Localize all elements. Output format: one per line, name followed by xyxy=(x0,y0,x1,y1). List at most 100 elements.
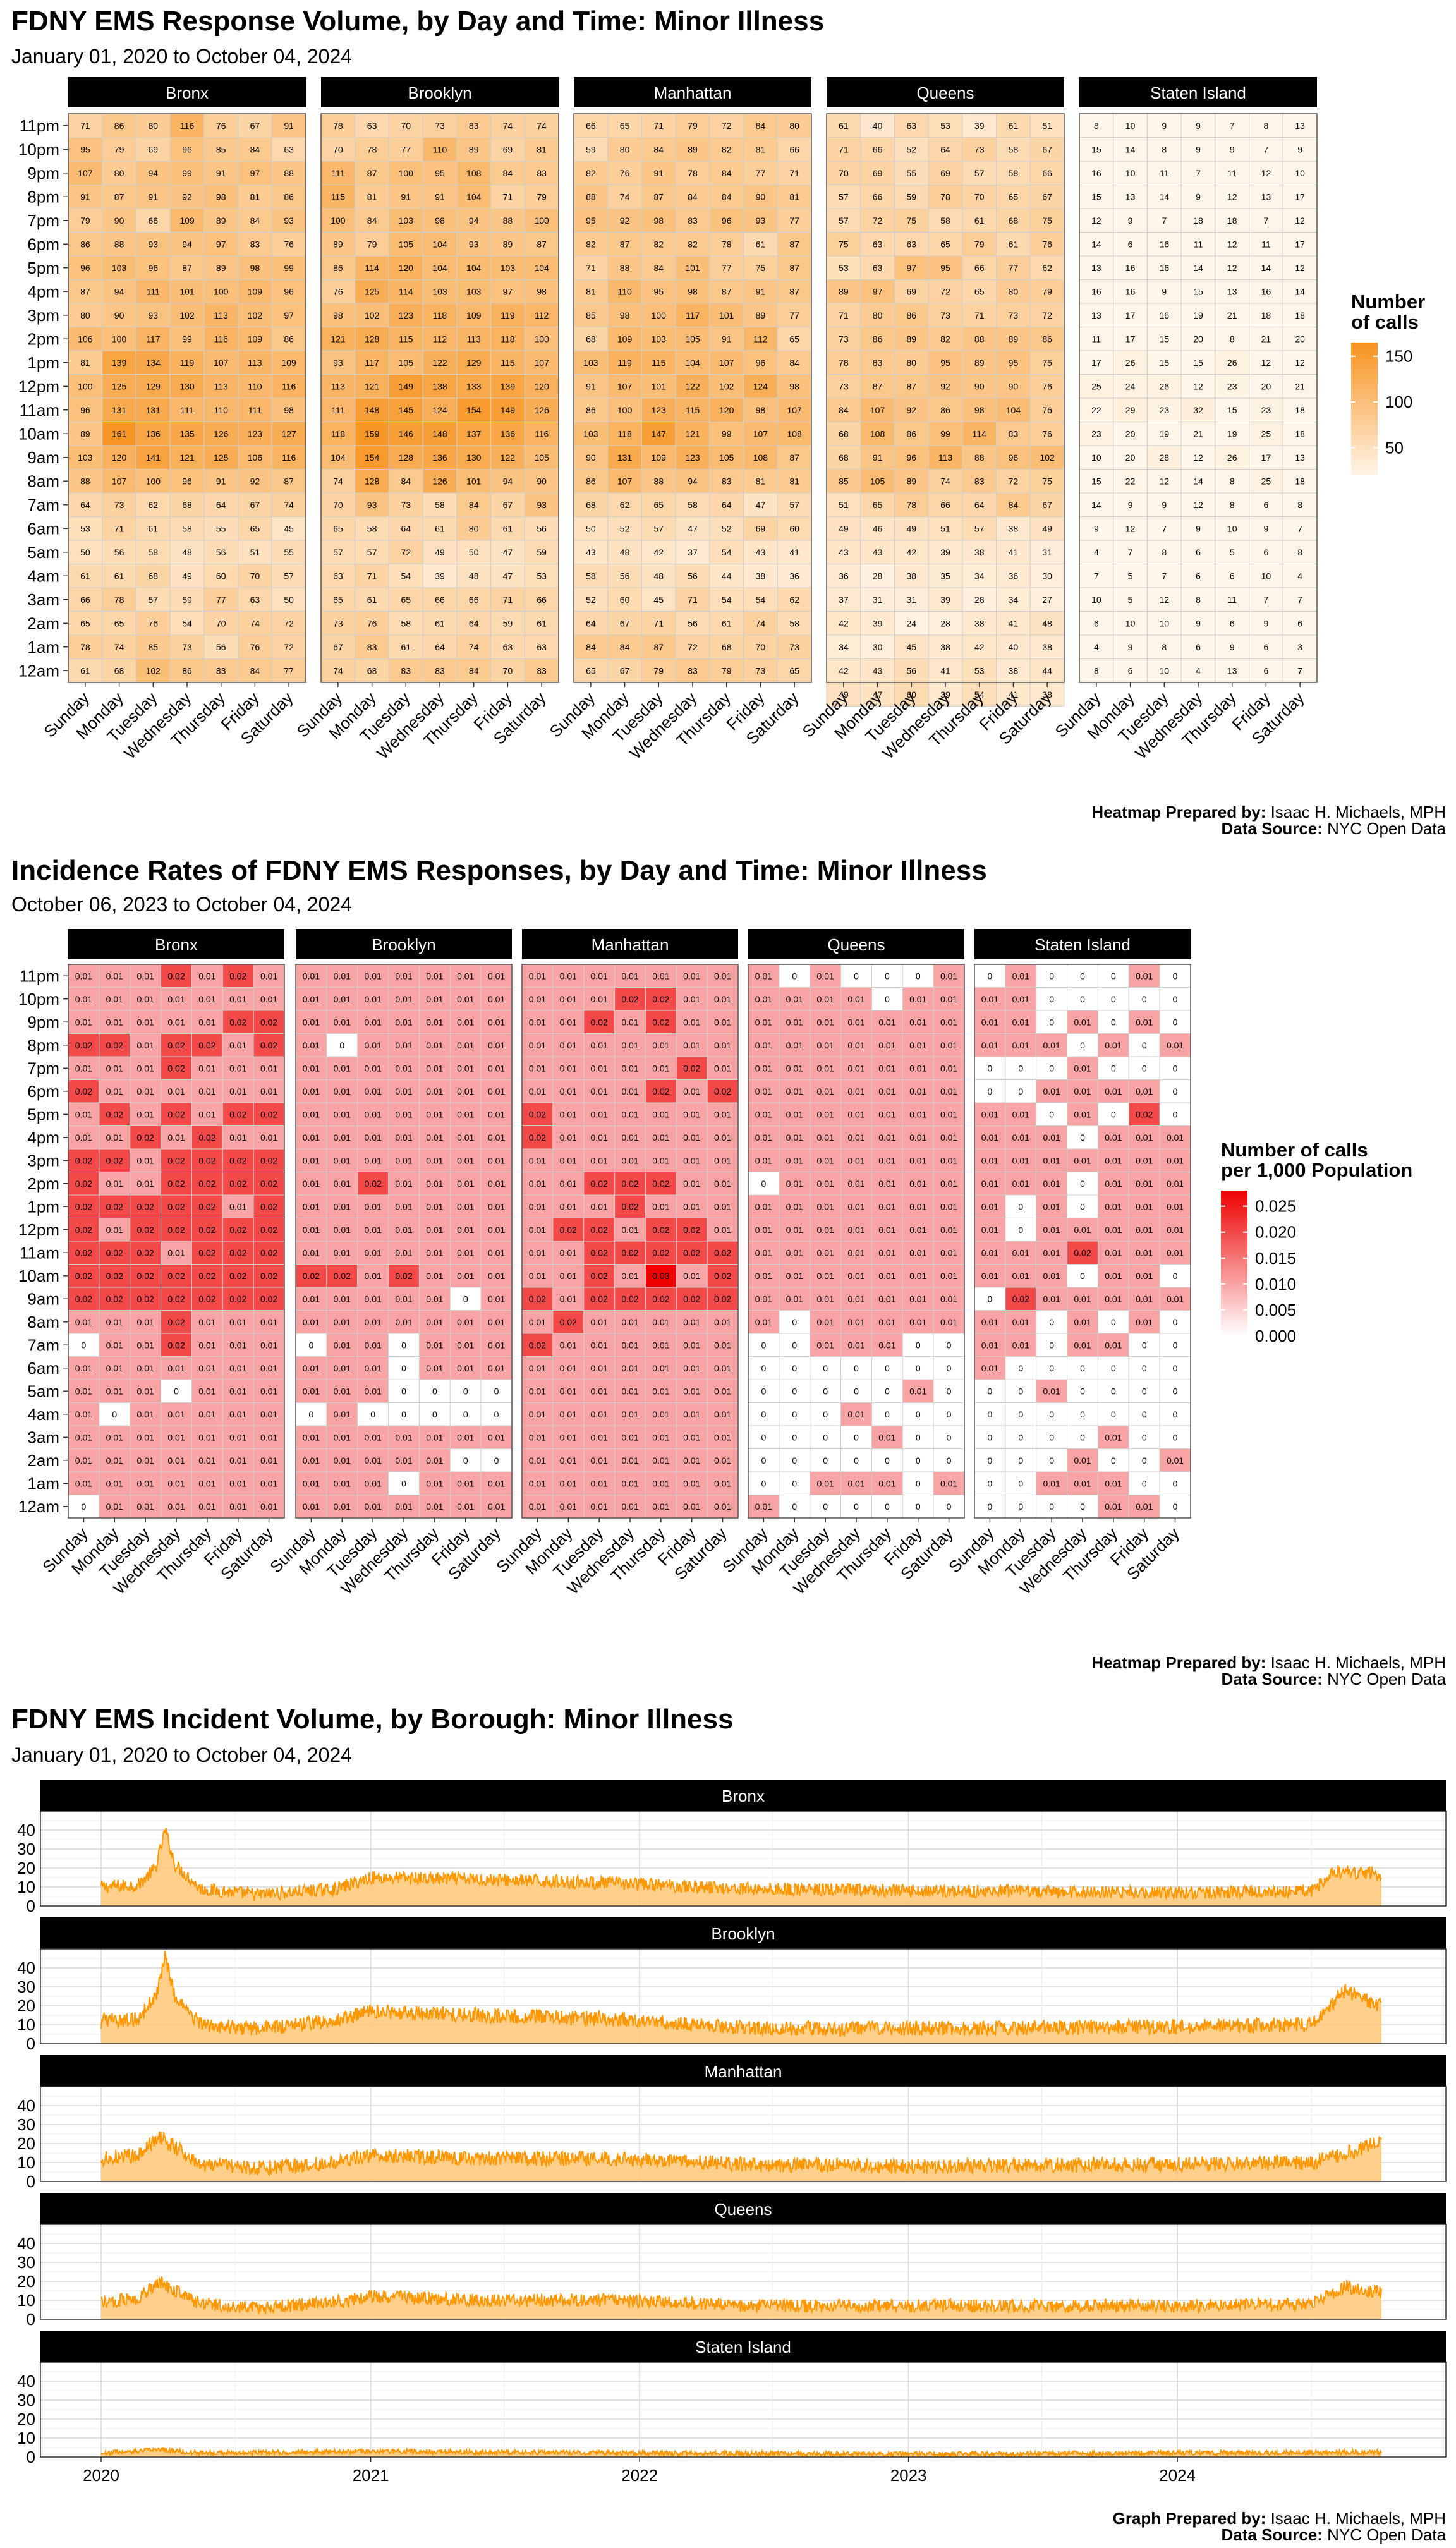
heatmap-cell-label: 0.02 xyxy=(75,1201,92,1211)
heatmap-cell-label: 9 xyxy=(1297,144,1302,154)
heatmap-cell-label: 0.01 xyxy=(334,1063,351,1073)
heatmap-cell-label: 0.02 xyxy=(229,1155,246,1165)
heatmap-cell-label: 80 xyxy=(469,523,479,533)
heatmap-cell-label: 0.01 xyxy=(1105,1201,1122,1211)
panel-strip-label: Bronx xyxy=(155,935,198,954)
heatmap-cell xyxy=(456,445,492,470)
heatmap-cell-label: 18 xyxy=(1295,310,1305,320)
heatmap-cell-label: 0.01 xyxy=(817,1271,834,1281)
heatmap-cell-label: 0.01 xyxy=(334,971,351,981)
y-tick-label: 30 xyxy=(17,2115,35,2134)
heatmap-cell-label: 97 xyxy=(284,310,294,320)
heatmap-cell-label: 73 xyxy=(435,121,445,131)
heatmap-cell-label: 95 xyxy=(653,286,664,296)
heatmap-cell xyxy=(422,327,458,351)
heatmap-cell-label: 0.01 xyxy=(1012,1040,1029,1050)
heatmap-cell-label: 76 xyxy=(148,618,158,628)
heatmap-cell-label: 0.01 xyxy=(560,1109,577,1119)
heatmap-cell-label: 91 xyxy=(216,476,226,486)
heatmap-cell xyxy=(524,185,559,209)
heatmap-cell xyxy=(422,113,458,138)
heatmap-cell-label: 0 xyxy=(1142,1040,1147,1050)
heatmap-cell-label: 0 xyxy=(988,1478,993,1488)
heatmap-cell-label: 0.01 xyxy=(457,971,474,981)
heatmap-cell-label: 113 xyxy=(214,310,229,320)
heatmap-cell-label: 0 xyxy=(82,1502,87,1512)
heatmap-cell-label: 0.01 xyxy=(1167,1294,1184,1304)
heatmap-cell-label: 0.01 xyxy=(365,1340,382,1350)
heatmap-cell-label: 104 xyxy=(466,191,482,202)
heatmap-cell-label: 0.01 xyxy=(426,971,443,981)
heatmap-cell-label: 0.01 xyxy=(817,1317,834,1327)
y-tick-label: 11pm xyxy=(20,966,59,985)
heatmap-cell-label: 0.02 xyxy=(591,1247,608,1258)
heatmap-cell-label: 58 xyxy=(586,571,596,581)
heatmap-cell-label: 0.01 xyxy=(488,1040,505,1050)
heatmap-cell-label: 56 xyxy=(906,665,916,676)
heatmap-cell-label: 0.01 xyxy=(683,1109,700,1119)
heatmap-cell-label: 0 xyxy=(463,1294,468,1304)
heatmap-cell xyxy=(490,658,525,683)
heatmap-cell xyxy=(238,658,272,683)
panel-strip-label: Staten Island xyxy=(1150,83,1246,102)
heatmap-cell-label: 67 xyxy=(333,642,343,652)
heatmap-cell-label: 0.01 xyxy=(1043,1155,1060,1165)
heatmap-cell-label: 46 xyxy=(873,523,883,533)
heatmap-cell-label: 0.02 xyxy=(229,1271,246,1281)
panel-strip-label: Queens xyxy=(827,935,885,954)
heatmap-cell-label: 69 xyxy=(906,286,916,296)
heatmap-cell-label: 88 xyxy=(620,263,630,273)
heatmap-cell-label: 42 xyxy=(906,547,916,557)
heatmap-cell-label: 65 xyxy=(80,618,90,628)
heatmap-cell-label: 118 xyxy=(500,334,515,344)
heatmap-cell xyxy=(355,587,389,612)
heatmap-cell-label: 25 xyxy=(1261,428,1271,439)
heatmap-cell xyxy=(102,611,136,636)
heatmap-cell-label: 104 xyxy=(685,358,700,368)
heatmap-cell-label: 0.01 xyxy=(714,1063,731,1073)
heatmap-cell-label: 122 xyxy=(432,358,447,368)
heatmap-cell-label: 0.01 xyxy=(940,1040,957,1050)
heatmap-cell-label: 0.01 xyxy=(1136,1247,1153,1258)
heatmap-cell-label: 0.01 xyxy=(1074,1455,1091,1465)
heatmap-cell-label: 49 xyxy=(435,547,445,557)
heatmap-cell-label: 0.01 xyxy=(395,1294,412,1304)
heatmap-cell-label: 0.01 xyxy=(909,1201,926,1211)
heatmap-cell-label: 0.01 xyxy=(395,971,412,981)
panel-strip xyxy=(574,77,811,107)
legend-title: of calls xyxy=(1351,311,1419,333)
heatmap-cell-label: 88 xyxy=(974,334,985,344)
heatmap-cell-label: 49 xyxy=(1042,523,1052,533)
heatmap-cell-label: 0.01 xyxy=(591,1502,608,1512)
heatmap-cell-label: 0.01 xyxy=(940,1086,957,1096)
credit-source-value: NYC Open Data xyxy=(1323,1670,1447,1689)
heatmap-cell-label: 0.02 xyxy=(75,1294,92,1304)
heatmap-cell xyxy=(320,516,356,541)
heatmap-cell-label: 0.01 xyxy=(334,1363,351,1373)
credit-source: Data Source: NYC Open Data xyxy=(1222,1670,1447,1689)
y-tick-label: 12am xyxy=(18,1497,59,1516)
heatmap-cell-label: 0.01 xyxy=(878,1294,895,1304)
heatmap-cell-label: 12 xyxy=(1227,239,1237,249)
credit-source-label: Data Source: xyxy=(1222,2525,1323,2544)
heatmap-cell xyxy=(135,469,171,494)
heatmap-cell-label: 103 xyxy=(112,263,127,273)
heatmap-cell-label: 113 xyxy=(214,381,229,391)
heatmap-cell-label: 10 xyxy=(1125,168,1136,178)
heatmap-cell-label: 61 xyxy=(114,571,124,581)
heatmap-cell-label: 0.01 xyxy=(198,1432,215,1442)
heatmap-cell-label: 99 xyxy=(284,263,294,273)
heatmap-cell-label: 66 xyxy=(80,595,90,605)
heatmap-cell-label: 52 xyxy=(586,595,596,605)
heatmap-cell-label: 84 xyxy=(688,191,698,202)
heatmap-cell-label: 78 xyxy=(906,500,916,510)
heatmap-cell xyxy=(238,564,272,588)
heatmap-cell-label: 106 xyxy=(248,452,263,463)
heatmap-cell-label: 0.01 xyxy=(714,1386,731,1396)
heatmap-cell-label: 61 xyxy=(503,523,513,533)
heatmap-cell-label: 17 xyxy=(1091,358,1101,368)
heatmap-cell-label: 0.02 xyxy=(591,1017,608,1027)
heatmap-cell-label: 94 xyxy=(182,239,192,249)
heatmap-cell-label: 62 xyxy=(1042,263,1052,273)
